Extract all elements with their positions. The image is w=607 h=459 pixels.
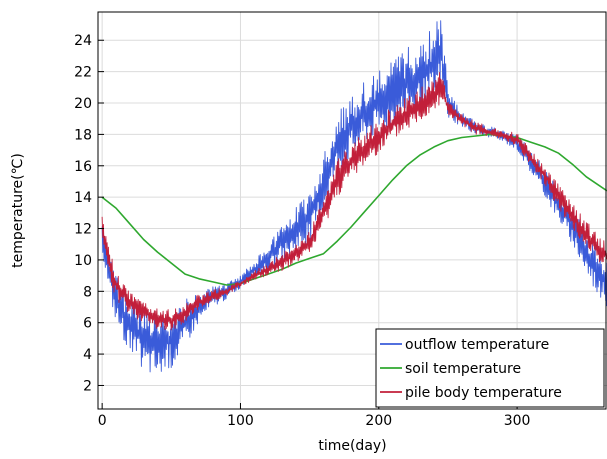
x-tick-label: 200 — [365, 413, 392, 429]
legend-entry: soil temperature — [405, 361, 521, 377]
y-tick-label: 6 — [83, 316, 92, 332]
x-axis-label: time(day) — [318, 438, 386, 454]
y-tick-label: 16 — [74, 159, 92, 175]
y-tick-label: 2 — [83, 378, 92, 394]
x-tick-label: 0 — [98, 413, 107, 429]
y-tick-label: 4 — [83, 347, 92, 363]
y-tick-label: 10 — [74, 253, 92, 269]
x-tick-label: 100 — [227, 413, 254, 429]
y-tick-label: 8 — [83, 284, 92, 300]
legend-box — [375, 328, 605, 408]
y-tick-label: 18 — [74, 127, 92, 143]
y-tick-label: 20 — [74, 96, 92, 112]
y-tick-label: 12 — [74, 222, 92, 238]
y-axis-label: temperature(℃) — [10, 153, 26, 268]
y-tick-label: 24 — [74, 33, 92, 49]
plot-frame — [97, 11, 607, 410]
legend-entry: outflow temperature — [405, 337, 549, 353]
series-line-3 — [101, 71, 607, 331]
y-tick-label: 22 — [74, 65, 92, 81]
x-tick-label: 300 — [504, 413, 531, 429]
y-tick-label: 14 — [74, 190, 92, 206]
legend-entry: pile body temperature — [405, 385, 562, 401]
legend: outflow temperature soil temperature pile … — [375, 328, 605, 408]
series-layer — [101, 20, 607, 373]
